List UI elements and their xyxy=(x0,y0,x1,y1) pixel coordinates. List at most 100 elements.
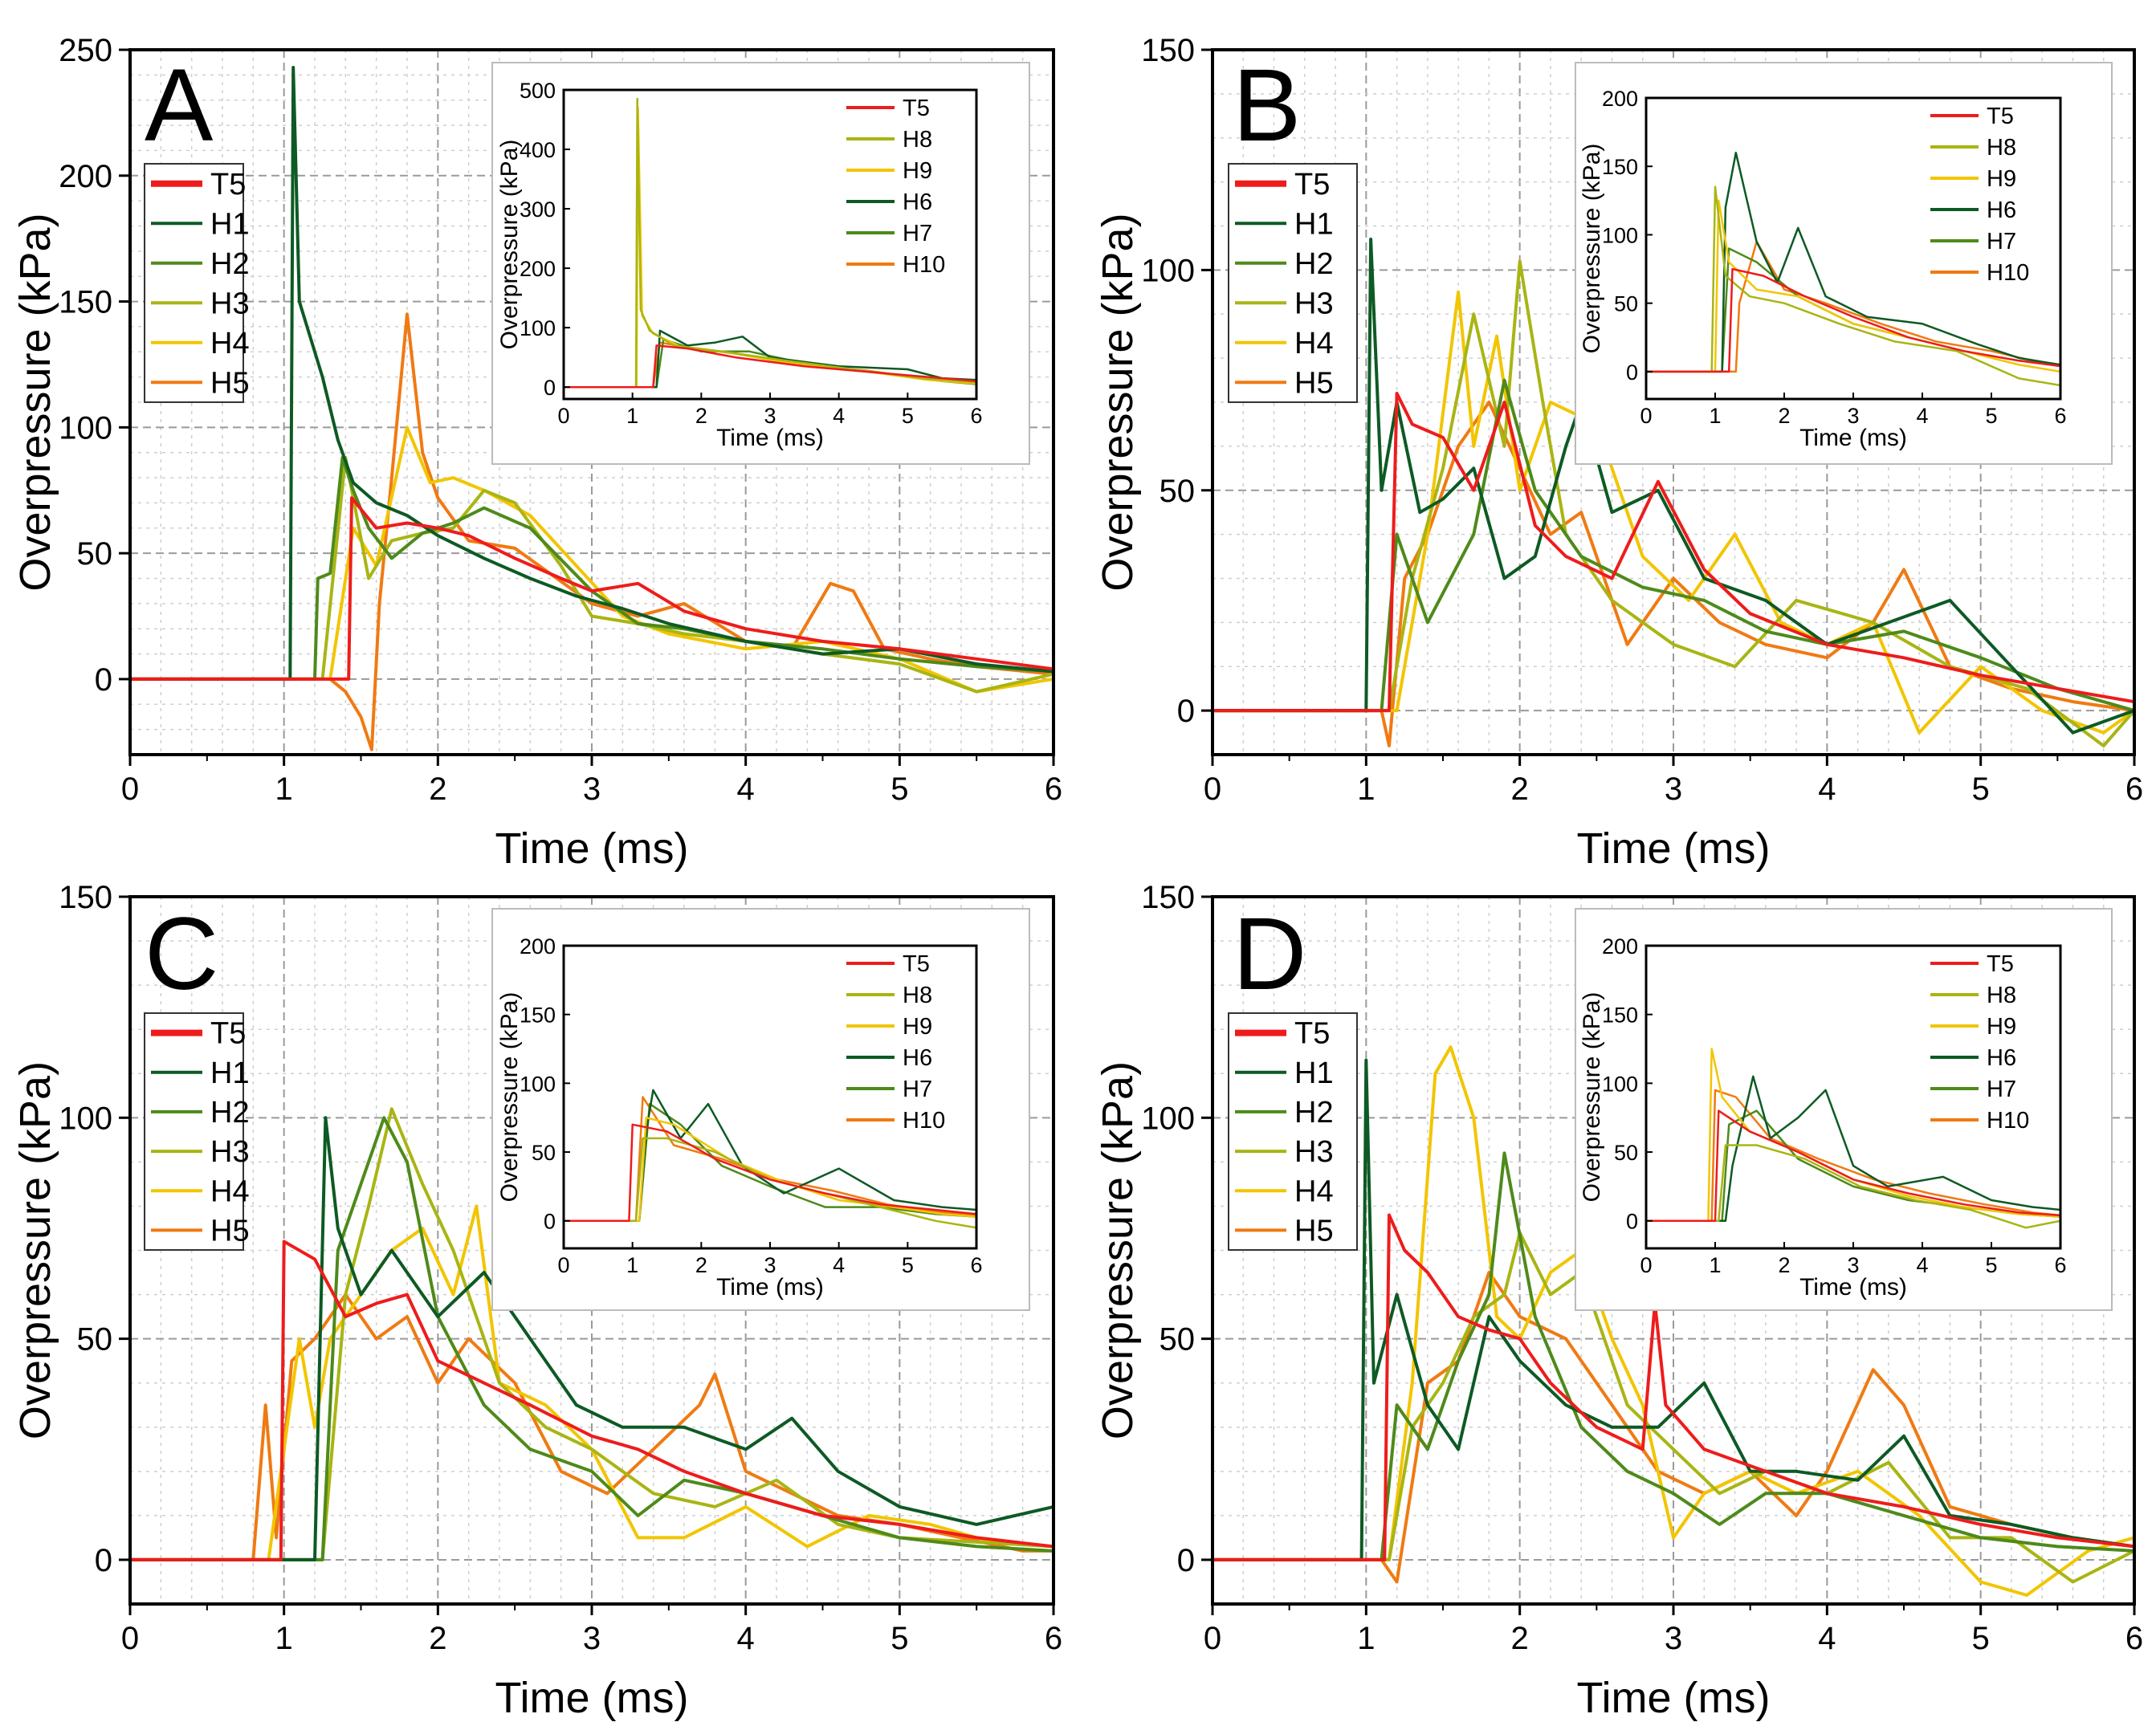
inset-legend-label-H10: H10 xyxy=(903,252,945,278)
series-line-H5 xyxy=(1212,1271,2134,1584)
x-tick-label: 6 xyxy=(1045,771,1062,807)
x-tick-label: 6 xyxy=(2125,1621,2143,1656)
inset-background xyxy=(491,62,1030,465)
series-line-H4 xyxy=(1212,290,2134,735)
x-tick-label: 0 xyxy=(1204,771,1221,807)
series-line-H1 xyxy=(130,1116,1054,1561)
inset-x-tick-label: 6 xyxy=(970,404,982,428)
series-group xyxy=(1212,238,2134,747)
series-line-H4 xyxy=(130,425,1054,694)
series-line-T5 xyxy=(1212,392,2134,713)
series-line-H1 xyxy=(1212,238,2134,735)
inset-x-axis-title: Time (ms) xyxy=(716,425,824,451)
series-group xyxy=(1212,1045,2134,1597)
inset-y-tick-label: 200 xyxy=(520,257,556,281)
legend-label-T5: T5 xyxy=(1294,168,1330,202)
y-tick-label: 50 xyxy=(1160,474,1196,509)
y-tick-label: 150 xyxy=(59,285,112,320)
inset-y-tick-label: 50 xyxy=(1614,292,1638,316)
inset-series-group xyxy=(1646,1048,2060,1229)
inset-y-axis-title: Overpressure (kPa) xyxy=(1579,144,1605,354)
series-line-H1 xyxy=(1212,1058,2134,1561)
inset-legend-label-H9: H9 xyxy=(1987,166,2016,192)
legend-label-H4: H4 xyxy=(210,327,250,360)
inset-y-axis-title: Overpressure (kPa) xyxy=(496,992,523,1203)
y-tick-label: 250 xyxy=(59,33,112,68)
legend-label-H3: H3 xyxy=(1294,1135,1334,1169)
inset-legend-label-H9: H9 xyxy=(903,158,932,184)
y-tick-label: 100 xyxy=(59,410,112,446)
inset-series-line-H6 xyxy=(1646,1075,2060,1222)
inset-x-tick-label: 1 xyxy=(626,404,638,428)
inset-legend-label-H7: H7 xyxy=(903,1077,932,1102)
legend-label-H4: H4 xyxy=(1294,327,1334,360)
series-line-T5 xyxy=(130,496,1054,681)
y-axis-title: Overpressure (kPa) xyxy=(11,213,59,591)
inset-y-tick-label: 150 xyxy=(1602,155,1638,179)
inset-chart: 0 1 2 3 4 5 6 0 50 100 150 200 Time (ms) Overpressure… xyxy=(491,908,1030,1311)
inset-series-group xyxy=(564,97,976,389)
inset-x-tick-label: 0 xyxy=(1640,1253,1652,1277)
legend-box xyxy=(1228,163,1358,403)
y-tick-label: 100 xyxy=(1141,253,1195,288)
x-tick-label: 4 xyxy=(1818,1621,1836,1656)
inset-y-tick-label: 100 xyxy=(520,1072,556,1096)
inset-y-tick-label: 0 xyxy=(1626,1210,1638,1234)
legend: T5 H1 H2 H3 H4 H5 xyxy=(1228,1012,1358,1251)
inset-x-tick-label: 0 xyxy=(1640,404,1652,428)
inset-legend-label-H7: H7 xyxy=(903,221,932,246)
inset-y-axis-title: Overpressure (kPa) xyxy=(496,140,523,350)
x-axis-title: Time (ms) xyxy=(495,1674,689,1722)
x-axis-title: Time (ms) xyxy=(1577,824,1771,873)
legend-label-H1: H1 xyxy=(210,1056,250,1090)
inset-x-tick-label: 4 xyxy=(1916,404,1928,428)
series-line-H2 xyxy=(1212,1151,2134,1561)
y-tick-label: 150 xyxy=(1141,33,1195,68)
inset-background xyxy=(1575,908,2113,1311)
inset-legend-label-H8: H8 xyxy=(903,983,932,1008)
series-line-H2 xyxy=(130,1116,1054,1561)
inset-x-axis-title: Time (ms) xyxy=(1799,1274,1907,1301)
y-tick-label: 0 xyxy=(95,1543,112,1578)
y-tick-label: 0 xyxy=(95,662,112,698)
x-tick-label: 4 xyxy=(1818,771,1836,807)
inset-legend-label-H6: H6 xyxy=(903,189,932,215)
x-tick-label: 3 xyxy=(583,1621,601,1656)
inset-series-line-H8 xyxy=(1646,1144,2060,1229)
legend: T5 H1 H2 H3 H4 H5 xyxy=(144,1012,250,1251)
inset-series-group xyxy=(564,1089,976,1229)
series-group xyxy=(130,1107,1054,1561)
inset-chart: 0 1 2 3 4 5 6 0 100 200 300 400 500 Time (ms) Overpres… xyxy=(491,62,1030,465)
inset-legend-label-T5: T5 xyxy=(903,96,930,121)
y-axis-title: Overpressure (kPa) xyxy=(1094,1061,1142,1439)
inset-x-tick-label: 0 xyxy=(557,404,569,428)
inset-y-tick-label: 400 xyxy=(520,138,556,162)
legend-label-H5: H5 xyxy=(210,1214,250,1248)
y-tick-label: 50 xyxy=(77,536,113,572)
inset-x-tick-label: 5 xyxy=(1985,404,1997,428)
inset-series-line-H8 xyxy=(564,1137,976,1229)
inset-legend-label-H8: H8 xyxy=(1987,135,2016,161)
x-tick-label: 0 xyxy=(121,771,139,807)
x-tick-label: 0 xyxy=(1204,1621,1221,1656)
legend-label-H1: H1 xyxy=(1294,207,1334,241)
y-tick-label: 150 xyxy=(59,880,112,915)
inset-background xyxy=(1575,62,2113,465)
inset-y-tick-label: 100 xyxy=(1602,1072,1638,1096)
inset-x-tick-label: 5 xyxy=(902,404,914,428)
x-tick-label: 5 xyxy=(1972,771,1990,807)
x-axis-title: Time (ms) xyxy=(1577,1674,1771,1722)
series-line-T5 xyxy=(1212,1213,2134,1561)
legend-box xyxy=(1228,1012,1358,1251)
inset-series-line-H6 xyxy=(1646,151,2060,373)
inset-series-line-H9 xyxy=(564,1116,976,1222)
inset-series-line-T5 xyxy=(1646,267,2060,373)
series-line-H2 xyxy=(1212,378,2134,713)
y-tick-label: 50 xyxy=(77,1322,113,1358)
legend-label-H2: H2 xyxy=(1294,1096,1334,1130)
x-tick-label: 1 xyxy=(1357,771,1375,807)
